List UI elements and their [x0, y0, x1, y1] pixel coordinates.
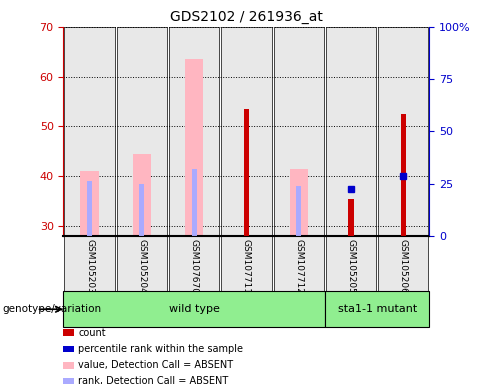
Text: GSM105203: GSM105203 — [85, 239, 94, 293]
Bar — [169, 236, 219, 291]
Bar — [348, 199, 354, 236]
Text: GSM107670: GSM107670 — [190, 239, 199, 294]
Bar — [274, 27, 324, 236]
Bar — [378, 236, 428, 291]
Bar — [222, 27, 271, 236]
Bar — [289, 169, 308, 236]
Text: GSM107712: GSM107712 — [294, 239, 303, 293]
Bar — [378, 27, 428, 236]
Bar — [222, 236, 271, 291]
Text: genotype/variation: genotype/variation — [2, 304, 102, 314]
Bar — [326, 236, 376, 291]
Text: count: count — [78, 328, 106, 338]
Text: rank, Detection Call = ABSENT: rank, Detection Call = ABSENT — [78, 376, 228, 384]
Bar — [185, 59, 203, 236]
Text: GSM105205: GSM105205 — [346, 239, 356, 293]
Bar — [87, 181, 92, 236]
Text: GSM107711: GSM107711 — [242, 239, 251, 294]
Bar — [192, 169, 197, 236]
Bar — [64, 236, 115, 291]
Bar — [401, 114, 406, 236]
Bar — [133, 154, 151, 236]
Text: GSM105206: GSM105206 — [399, 239, 408, 293]
Bar — [274, 236, 324, 291]
Text: wild type: wild type — [169, 304, 220, 314]
Bar — [296, 186, 301, 236]
Text: GSM105204: GSM105204 — [137, 239, 146, 293]
Text: percentile rank within the sample: percentile rank within the sample — [78, 344, 243, 354]
Text: sta1-1 mutant: sta1-1 mutant — [338, 304, 417, 314]
Bar — [326, 27, 376, 236]
Text: value, Detection Call = ABSENT: value, Detection Call = ABSENT — [78, 360, 233, 370]
Bar — [117, 236, 167, 291]
Bar — [64, 27, 115, 236]
Title: GDS2102 / 261936_at: GDS2102 / 261936_at — [170, 10, 323, 25]
Bar — [169, 27, 219, 236]
Bar — [117, 27, 167, 236]
Bar — [81, 171, 99, 236]
Bar — [139, 184, 144, 236]
Bar — [244, 109, 249, 236]
